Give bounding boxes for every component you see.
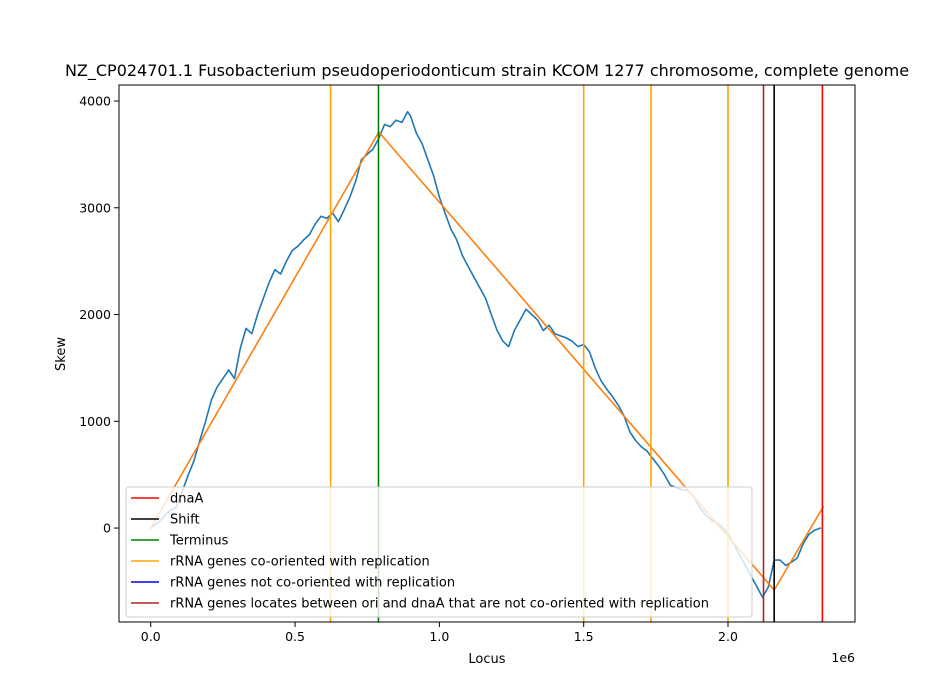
legend-label-rrna_co: rRNA genes co-oriented with replication: [170, 555, 430, 570]
x-axis-label: Locus: [468, 652, 505, 667]
y-tick-label: 2000: [79, 307, 111, 322]
plot-frame: [118, 84, 856, 623]
y-tick-label: 3000: [79, 200, 111, 215]
x-tick-label: 1.5: [574, 629, 594, 644]
legend-label-shift: Shift: [170, 513, 200, 528]
chart-title: NZ_CP024701.1 Fusobacterium pseudoperiod…: [65, 61, 909, 81]
legend-label-dnaA: dnaA: [170, 492, 203, 507]
x-axis-scale-label: 1e6: [831, 650, 855, 665]
series-line-fit: [149, 131, 825, 591]
legend-label-rrna_between: rRNA genes locates between ori and dnaA …: [170, 597, 709, 612]
y-axis-label: Skew: [54, 337, 69, 371]
legend-label-rrna_not_co: rRNA genes not co-oriented with replicat…: [170, 576, 455, 591]
y-tick-label: 1000: [79, 414, 111, 429]
legend: dnaA Shift Terminus rRNA genes co-oriented …: [125, 486, 753, 618]
x-tick-label: 2.0: [718, 629, 738, 644]
legend-box: [125, 486, 753, 618]
y-tick-label: 0: [103, 521, 111, 536]
plot-area: 0.0 0.5 1.0 1.5 2.0 0 1000 2000 3000 4000 dnaA Shif…: [79, 84, 856, 644]
legend-label-terminus: Terminus: [169, 534, 229, 549]
x-tick-label: 0.0: [141, 629, 161, 644]
x-tick-label: 0.5: [285, 629, 305, 644]
y-tick-label: 4000: [79, 94, 111, 109]
x-tick-label: 1.0: [429, 629, 449, 644]
